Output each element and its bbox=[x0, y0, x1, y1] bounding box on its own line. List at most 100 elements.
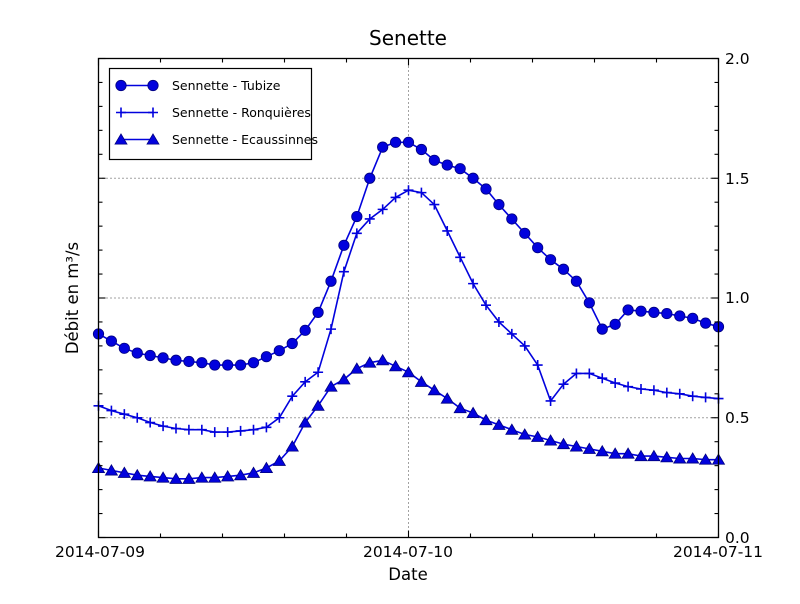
circle-marker bbox=[260, 351, 273, 363]
triangle-marker bbox=[182, 472, 196, 484]
legend-triangle-marker bbox=[146, 133, 160, 145]
circle-marker bbox=[557, 263, 570, 275]
plus-marker bbox=[377, 204, 388, 215]
circle-marker bbox=[583, 297, 595, 309]
circle-marker bbox=[351, 210, 363, 223]
plus-marker bbox=[519, 340, 530, 351]
plus-marker bbox=[274, 412, 285, 423]
circle-marker bbox=[570, 275, 583, 287]
circle-marker bbox=[338, 239, 350, 251]
triangle-marker bbox=[246, 466, 261, 478]
triangle-marker bbox=[582, 442, 597, 454]
triangle-marker bbox=[311, 399, 325, 411]
plus-marker bbox=[248, 424, 259, 435]
plus-marker bbox=[493, 316, 504, 327]
circle-marker bbox=[196, 357, 208, 369]
plus-marker bbox=[468, 278, 479, 289]
circle-marker bbox=[377, 141, 389, 153]
circle-marker bbox=[648, 306, 660, 318]
triangle-marker bbox=[556, 437, 571, 450]
x-tick-label: 2014-07-10 bbox=[363, 543, 453, 561]
circle-marker bbox=[144, 349, 156, 362]
circle-marker bbox=[105, 335, 118, 347]
circle-marker bbox=[532, 242, 544, 254]
plus-marker bbox=[416, 187, 427, 198]
axes-and-legend: Sennette - Tubize Sennette - Ronquières Se… bbox=[97, 57, 720, 539]
circle-marker bbox=[415, 143, 428, 156]
triangle-marker bbox=[350, 362, 364, 374]
circle-marker bbox=[480, 183, 492, 195]
triangle-marker bbox=[104, 464, 119, 476]
triangle-marker bbox=[169, 472, 183, 484]
circle-marker bbox=[493, 198, 505, 211]
plus-marker bbox=[338, 266, 349, 277]
triangle-marker bbox=[685, 452, 700, 464]
circle-marker bbox=[389, 136, 402, 148]
x-tick-label: 2014-07-09 bbox=[55, 543, 145, 561]
triangle-marker bbox=[453, 401, 467, 414]
triangle-marker bbox=[285, 440, 299, 452]
circle-marker bbox=[157, 352, 169, 364]
plus-marker bbox=[661, 387, 672, 398]
plus-marker bbox=[636, 384, 646, 395]
y-tick-label: 0.0 bbox=[725, 529, 750, 547]
circle-marker bbox=[519, 227, 531, 239]
circle-marker bbox=[661, 307, 673, 320]
circle-marker bbox=[247, 357, 260, 369]
plus-marker bbox=[313, 367, 324, 378]
circle-marker bbox=[467, 172, 479, 184]
plus-marker bbox=[545, 395, 556, 406]
triangle-marker bbox=[233, 468, 248, 481]
legend-box bbox=[108, 67, 313, 161]
circle-marker bbox=[635, 305, 647, 317]
y-tick-label: 1.5 bbox=[725, 170, 750, 188]
triangle-marker bbox=[595, 444, 609, 457]
circle-marker bbox=[273, 345, 285, 357]
circle-marker bbox=[687, 312, 699, 324]
plus-marker bbox=[364, 213, 375, 224]
plus-marker bbox=[196, 424, 207, 435]
circle-marker bbox=[428, 154, 440, 166]
circle-marker bbox=[454, 163, 466, 175]
triangle-marker bbox=[698, 453, 713, 465]
triangle-marker bbox=[195, 471, 209, 483]
plus-marker bbox=[132, 412, 143, 423]
circle-marker bbox=[622, 304, 634, 316]
legend-circle-marker bbox=[147, 79, 159, 92]
y-tick-label: 1.0 bbox=[725, 289, 750, 307]
series-line-1 bbox=[98, 141, 719, 366]
triangle-marker bbox=[440, 392, 454, 404]
plus-marker bbox=[584, 368, 595, 379]
plus-marker bbox=[597, 373, 608, 384]
legend-item-label: Sennette - Ronquières bbox=[172, 105, 311, 120]
circle-marker bbox=[609, 318, 621, 330]
plus-marker bbox=[481, 300, 491, 311]
plus-marker bbox=[183, 424, 194, 435]
circle-marker bbox=[131, 347, 143, 359]
circle-marker bbox=[674, 310, 686, 322]
triangle-marker bbox=[530, 430, 545, 442]
y-tick-label: 2.0 bbox=[725, 50, 750, 68]
plus-marker bbox=[648, 385, 659, 396]
plus-marker bbox=[687, 391, 698, 402]
plus-marker bbox=[429, 199, 440, 210]
triangle-marker bbox=[647, 449, 661, 462]
triangle-marker bbox=[543, 434, 558, 446]
plus-marker bbox=[558, 379, 569, 390]
plus-marker bbox=[571, 368, 582, 379]
plus-marker bbox=[351, 228, 362, 239]
triangle-marker bbox=[208, 471, 222, 483]
plus-marker bbox=[145, 417, 156, 428]
plus-marker bbox=[700, 392, 711, 403]
circle-marker bbox=[544, 254, 557, 266]
triangle-marker bbox=[401, 365, 416, 378]
circle-marker bbox=[234, 359, 247, 371]
plus-marker bbox=[610, 378, 621, 389]
plus-marker bbox=[235, 425, 246, 436]
plot-area bbox=[91, 58, 726, 538]
triangle-marker bbox=[634, 449, 648, 462]
triangle-marker bbox=[414, 375, 429, 387]
legend-item-label: Sennette - Ecaussinnes bbox=[172, 132, 318, 147]
